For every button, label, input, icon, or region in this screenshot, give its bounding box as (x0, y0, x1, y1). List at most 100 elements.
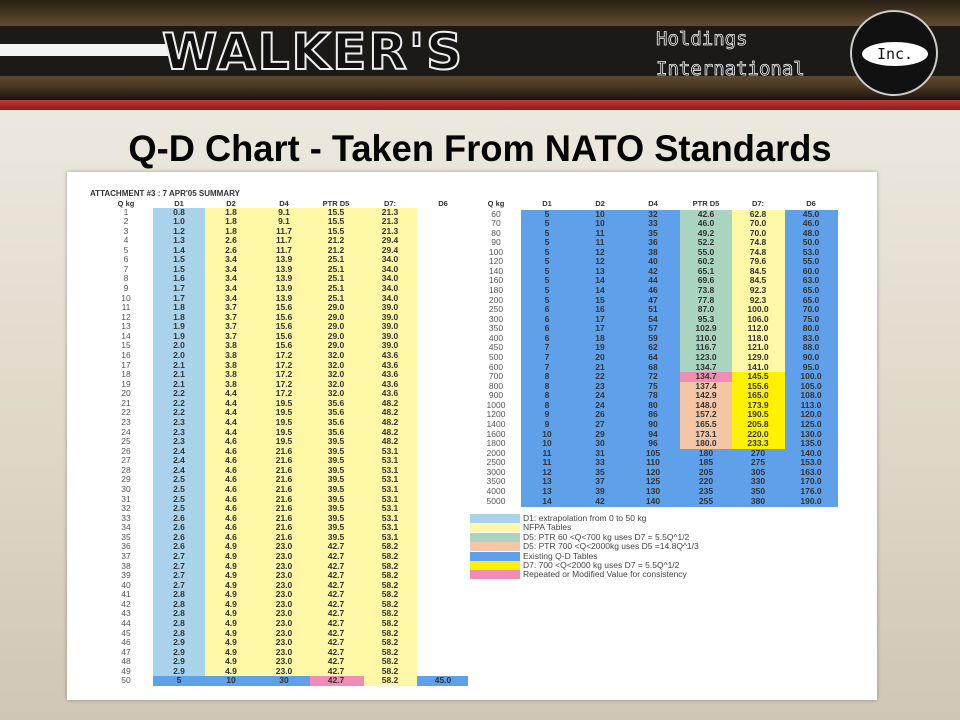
right-table-cell: 12 (595, 256, 605, 267)
right-table-cell: 10 (542, 428, 552, 439)
right-table-cell: 6 (544, 313, 550, 324)
left-table-cell (417, 341, 469, 351)
right-table-cell: 55.0 (802, 256, 820, 267)
left-table-cell: 53.1 (381, 503, 399, 514)
left-table-cell (417, 236, 469, 246)
left-table-cell: 42.7 (327, 675, 345, 686)
left-table-cell: 4.9 (225, 579, 237, 590)
right-row-q: 400 (488, 332, 504, 343)
left-table-cell: 2.3 (173, 417, 185, 428)
left-table-cell: 13.9 (275, 263, 293, 274)
left-row-q: 47 (121, 646, 131, 657)
left-table-cell (417, 274, 469, 284)
left-table-cell: 29.0 (327, 302, 345, 313)
left-table-cell (417, 648, 469, 658)
left-table-cell (417, 495, 469, 505)
left-row-q: 25 (121, 436, 131, 447)
left-table-cell: 23.0 (275, 598, 293, 609)
left-table-cell: 2.5 (173, 474, 185, 485)
right-table-cell: 90.0 (802, 352, 820, 363)
right-header-3: D4 (648, 199, 658, 208)
left-table-cell: 58.2 (381, 646, 399, 657)
left-table-cell: 9.1 (278, 216, 290, 227)
right-table-cell: 21 (595, 361, 605, 372)
left-table-cell (417, 514, 469, 524)
left-table-cell: 35.6 (327, 417, 345, 428)
right-table-cell: 83.0 (802, 332, 820, 343)
left-table-cell: 58.2 (381, 608, 399, 619)
right-table-cell: 70.0 (749, 218, 767, 229)
left-table-cell: 43.6 (381, 359, 399, 370)
left-table-cell: 42.7 (327, 570, 345, 581)
left-row-q: 1 (123, 206, 129, 217)
right-table-cell: 12 (542, 466, 552, 477)
right-table-cell: 120 (645, 466, 661, 477)
left-table-cell (417, 322, 469, 332)
left-row-q: 39 (121, 570, 131, 581)
left-table-cell: 2.5 (173, 493, 185, 504)
left-table-cell: 48.2 (381, 397, 399, 408)
logo-white-stripe (0, 44, 170, 56)
left-table-cell: 2.6 (173, 522, 185, 533)
left-table-cell: 11.7 (275, 244, 293, 255)
left-table-cell (417, 523, 469, 533)
left-table-cell (417, 255, 469, 265)
left-table-cell: 4.6 (225, 436, 237, 447)
left-table-cell: 3.8 (225, 369, 237, 380)
left-row-q: 38 (121, 560, 131, 571)
left-table-cell: 35.6 (327, 397, 345, 408)
left-table-cell (417, 552, 469, 562)
legend-label: D7: 700 <Q<2000 kg uses D7 = 5.5Q^1/2 (523, 560, 680, 570)
right-table-cell: 40 (648, 256, 658, 267)
left-table-cell: 1.8 (225, 225, 237, 236)
right-table-cell: 39 (595, 486, 605, 497)
left-table-cell (417, 332, 469, 342)
right-table-cell: 46.0 (697, 218, 715, 229)
left-table-cell: 1.5 (173, 263, 185, 274)
right-table-cell: 24 (595, 399, 605, 410)
left-table-cell: 2.4 (173, 445, 185, 456)
left-table-cell (417, 399, 469, 409)
left-table-cell: 3.7 (225, 321, 237, 332)
left-table-cell: 42.7 (327, 618, 345, 628)
right-table-cell: 190.5 (747, 409, 769, 420)
right-table-cell: 77.8 (697, 294, 715, 305)
left-table-cell: 23.0 (275, 637, 293, 648)
left-header-3: D4 (279, 199, 289, 208)
left-table-cell (417, 504, 469, 514)
right-row-q: 300 (488, 313, 504, 324)
left-table-cell: 17.2 (275, 378, 293, 389)
right-table-cell: 165.0 (747, 390, 769, 401)
legend-swatch (470, 561, 520, 570)
right-table-cell: 220 (698, 476, 714, 487)
left-table-cell: 42.7 (327, 551, 345, 562)
left-table-cell: 4.6 (225, 512, 237, 523)
left-table-cell: 58.2 (381, 551, 399, 562)
right-table-cell: 305 (750, 466, 766, 477)
right-table-cell: 29 (595, 428, 605, 439)
left-table-cell (417, 657, 469, 667)
left-table-cell: 4.9 (225, 608, 237, 619)
left-row-q: 23 (121, 417, 131, 428)
left-table-cell: 25.1 (327, 283, 345, 294)
left-table-cell: 1.8 (173, 311, 185, 322)
right-table-cell: 8 (544, 399, 550, 410)
left-table-cell: 9.1 (278, 206, 290, 217)
left-row-q: 7 (123, 263, 129, 274)
right-table-cell: 30 (595, 438, 605, 449)
inc-badge: Inc. (850, 10, 938, 96)
right-table-cell: 180 (698, 447, 714, 458)
right-row-q: 1800 (486, 438, 506, 449)
left-table-cell (417, 619, 469, 629)
left-table-cell: 42.7 (327, 598, 345, 609)
left-table-cell: 58.2 (381, 598, 399, 609)
left-table-cell: 58.2 (381, 618, 399, 628)
left-table-cell: 53.1 (381, 484, 399, 495)
left-table-cell: 17.2 (275, 369, 293, 380)
left-header-5: D7: (383, 199, 397, 208)
left-table-cell (417, 418, 469, 428)
left-table-cell: 0.8 (173, 206, 185, 217)
right-row-q: 600 (488, 361, 504, 372)
brand-logo: WALKER'S (161, 22, 465, 82)
left-table-cell: 2.1 (173, 369, 185, 380)
